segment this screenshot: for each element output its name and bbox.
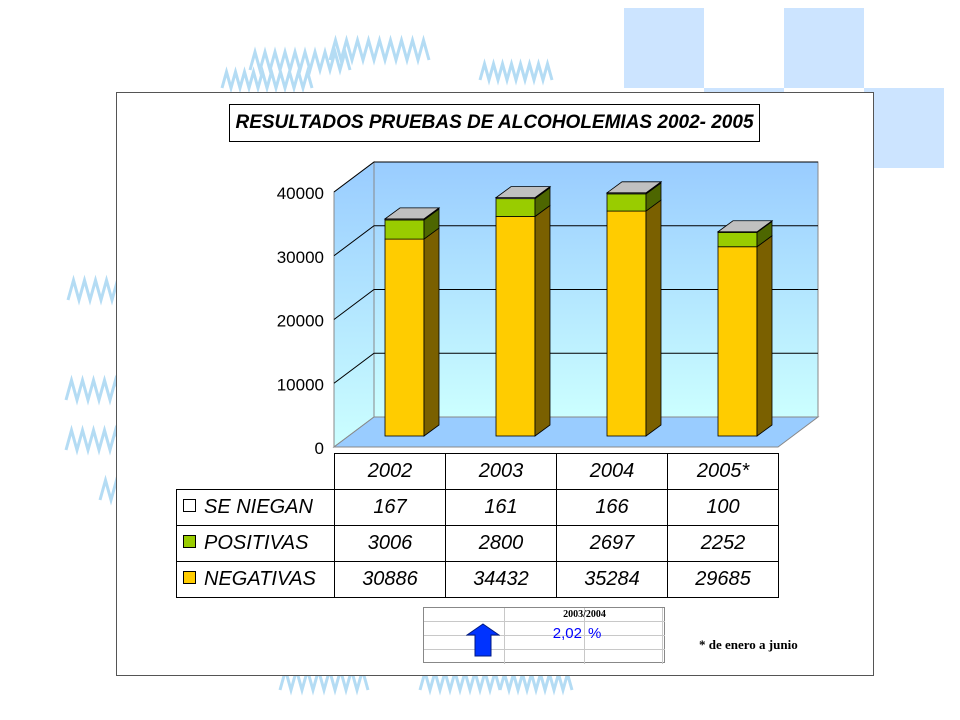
bar-segment-negativas <box>717 246 758 437</box>
table-cell: 29685 <box>667 561 779 598</box>
gridline <box>333 289 818 320</box>
grid-line <box>584 608 585 664</box>
table-cell: 167 <box>334 489 446 526</box>
table-cell: 2252 <box>667 525 779 562</box>
bar-segment-positivas <box>384 219 425 240</box>
grid-line <box>424 635 665 636</box>
legend-swatch-positivas <box>183 535 196 548</box>
y-tick-label: 30000 <box>277 248 324 267</box>
table-row: SE NIEGAN 167 161 166 100 <box>176 489 779 526</box>
y-tick-label: 40000 <box>277 184 324 203</box>
bar-stack <box>716 219 774 437</box>
change-unit: % <box>588 625 602 642</box>
grid-line <box>424 649 665 650</box>
bar-segment-positivas <box>495 198 536 217</box>
category-label: 2002 <box>334 453 446 490</box>
bar-segment-negativas <box>384 238 425 437</box>
ornament-stroke <box>278 664 370 696</box>
ornament-stroke <box>248 46 352 76</box>
chart-title: RESULTADOS PRUEBAS DE ALCOHOLEMIAS 2002-… <box>229 104 760 142</box>
series-label: POSITIVAS <box>204 532 309 554</box>
bar-segment-negativas-side <box>534 204 551 437</box>
bar-segment-negativas-side <box>423 227 440 437</box>
legend-swatch-se-niegan <box>183 499 196 512</box>
bar-top-cap <box>383 207 441 220</box>
legend-entry: SE NIEGAN <box>176 489 335 526</box>
bar-stack <box>605 181 663 437</box>
data-table: 2002 2003 2004 2005* SE NIEGAN 167 161 1… <box>176 453 779 598</box>
grid-line <box>504 608 505 664</box>
bar-segment-negativas <box>495 216 536 437</box>
bar-stack <box>494 185 552 437</box>
bar-segment-negativas <box>606 210 647 437</box>
y-tick-label: 10000 <box>277 375 324 394</box>
corner-square <box>624 8 704 88</box>
table-cell: 100 <box>667 489 779 526</box>
bar-segment-negativas-side <box>645 199 662 437</box>
table-cell: 34432 <box>445 561 557 598</box>
change-value: 2,02 <box>552 625 582 642</box>
ornament-stroke <box>220 66 314 94</box>
ornament-stroke <box>478 58 554 86</box>
gridline <box>333 352 818 384</box>
ornament-stroke <box>328 34 431 66</box>
bar-stack <box>383 207 441 437</box>
bar-top-cap <box>716 220 774 233</box>
series-label: NEGATIVAS <box>204 568 316 590</box>
table-corner <box>177 454 335 490</box>
bars <box>383 181 774 437</box>
change-indicator: 2003/2004 2,02 % <box>423 607 665 664</box>
chart-floor <box>332 416 820 448</box>
table-cell: 2800 <box>445 525 557 562</box>
table-cell: 3006 <box>334 525 446 562</box>
legend-entry: NEGATIVAS <box>176 561 335 598</box>
table-cell: 161 <box>445 489 557 526</box>
grid-line <box>424 621 665 622</box>
table-cell: 166 <box>556 489 668 526</box>
ornament-stroke <box>418 666 502 696</box>
legend-swatch-negativas <box>183 571 196 584</box>
gridlines <box>333 161 818 384</box>
bar-top-cap <box>605 181 663 194</box>
ornament-stroke <box>498 668 574 696</box>
table-cell: 30886 <box>334 561 446 598</box>
table-row: NEGATIVAS 30886 34432 35284 29685 <box>176 561 779 598</box>
bar-segment-negativas-side <box>756 234 773 437</box>
category-label: 2003 <box>445 453 557 490</box>
corner-square <box>784 8 864 88</box>
bar-segment-positivas <box>606 193 647 212</box>
series-label: SE NIEGAN <box>204 496 313 518</box>
y-axis-ticks: 0 10000 20000 30000 40000 <box>277 184 324 458</box>
footnote: * de enero a junio <box>699 637 798 652</box>
table-row: POSITIVAS 3006 2800 2697 2252 <box>176 525 779 562</box>
y-tick-label: 20000 <box>277 312 324 331</box>
bar-segment-positivas <box>717 232 758 248</box>
table-cell: 35284 <box>556 561 668 598</box>
arrow-up-icon <box>466 623 500 657</box>
category-label: 2004 <box>556 453 668 490</box>
gridline <box>333 225 818 257</box>
category-label: 2005* <box>667 453 779 490</box>
change-period: 2003/2004 <box>563 609 606 620</box>
bar-top-cap <box>494 186 552 199</box>
table-cell: 2697 <box>556 525 668 562</box>
corner-square <box>864 88 944 168</box>
gridline <box>333 161 818 193</box>
legend-entry: POSITIVAS <box>176 525 335 562</box>
grid-line <box>662 608 663 664</box>
y-tick-label: 0 <box>315 439 324 458</box>
table-header-row: 2002 2003 2004 2005* <box>177 453 779 490</box>
